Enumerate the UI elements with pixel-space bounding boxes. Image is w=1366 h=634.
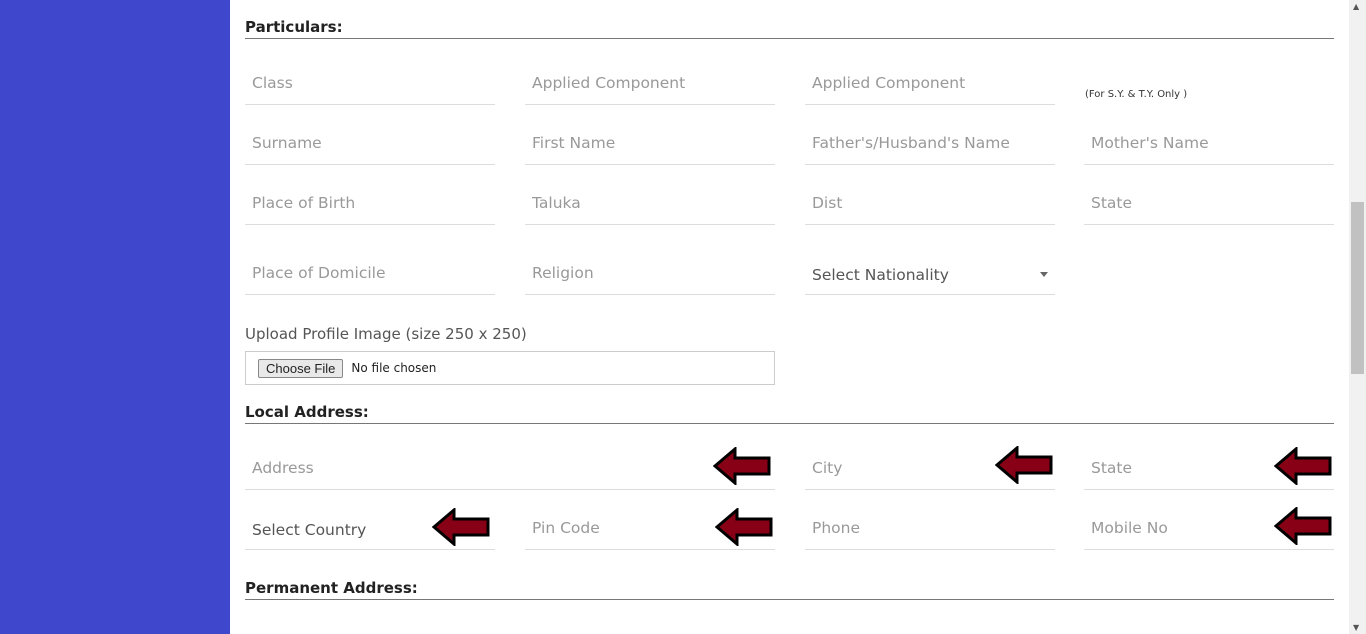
- surname-field[interactable]: [245, 121, 495, 165]
- applied-component-sy-ty-field[interactable]: [805, 61, 1055, 105]
- file-input[interactable]: Choose File No file chosen: [245, 351, 775, 385]
- scrollbar-thumb[interactable]: [1351, 202, 1364, 374]
- country-select[interactable]: Select Country: [245, 506, 495, 550]
- left-arrow-icon: [1274, 447, 1332, 485]
- left-arrow-icon: [432, 508, 490, 546]
- file-status: No file chosen: [351, 361, 437, 375]
- state-field[interactable]: [1084, 181, 1334, 225]
- sidebar: [0, 0, 230, 634]
- place-of-domicile-field[interactable]: [245, 251, 495, 295]
- left-arrow-icon: [715, 508, 773, 546]
- dist-field[interactable]: [805, 181, 1055, 225]
- taluka-field[interactable]: [525, 181, 775, 225]
- chevron-down-icon: [1040, 272, 1048, 277]
- scrollbar[interactable]: ▲ ▼: [1349, 0, 1366, 634]
- address-field[interactable]: [245, 446, 775, 490]
- left-arrow-icon: [995, 446, 1053, 484]
- class-field[interactable]: [245, 61, 495, 105]
- section-particulars: Particulars:: [245, 18, 1334, 39]
- religion-field[interactable]: [525, 251, 775, 295]
- section-local-address: Local Address:: [245, 403, 1334, 424]
- place-of-birth-field[interactable]: [245, 181, 495, 225]
- sy-ty-note: (For S.Y. & T.Y. Only ): [1085, 89, 1188, 100]
- section-permanent-address: Permanent Address:: [245, 579, 1334, 600]
- mother-name-field[interactable]: [1084, 121, 1334, 165]
- left-arrow-icon: [713, 447, 771, 485]
- choose-file-button[interactable]: Choose File: [258, 358, 344, 378]
- applied-component-field[interactable]: [525, 61, 775, 105]
- left-arrow-icon: [1274, 507, 1332, 545]
- scroll-up-icon[interactable]: ▲: [1353, 2, 1360, 11]
- phone-field[interactable]: [805, 506, 1055, 550]
- scroll-down-icon[interactable]: ▼: [1353, 623, 1360, 632]
- first-name-field[interactable]: [525, 121, 775, 165]
- upload-label: Upload Profile Image (size 250 x 250): [245, 325, 527, 343]
- nationality-select[interactable]: Select Nationality: [805, 251, 1055, 295]
- father-name-field[interactable]: [805, 121, 1055, 165]
